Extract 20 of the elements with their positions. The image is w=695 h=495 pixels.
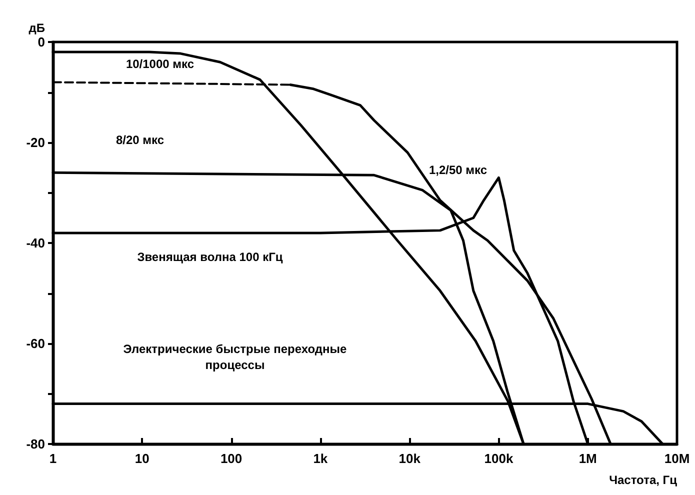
y-tick-label: -40 — [26, 236, 45, 250]
x-tick-label: 100 — [220, 451, 242, 466]
x-tick-label: 1M — [578, 451, 597, 466]
y-tick-label: -20 — [26, 135, 45, 150]
series-label: 1,2/50 мкс — [428, 163, 488, 177]
x-tick-label: 1k — [313, 451, 328, 466]
x-tick-label: 100k — [484, 451, 514, 466]
y-axis-title: дБ — [28, 21, 46, 35]
x-tick-label: 10 — [134, 451, 150, 466]
y-tick-label: -80 — [26, 436, 45, 452]
x-tick-label: 10k — [398, 451, 422, 466]
text: 8/20 мкс — [116, 133, 164, 147]
x-tick-label: 1 — [49, 451, 57, 466]
y-tick-label: -60 — [26, 336, 45, 351]
series-label: 10/1000 мкс — [126, 57, 194, 71]
x-axis-title: Частота, Гц — [609, 473, 678, 487]
text: Электрические быстрые переходные процессы — [123, 342, 348, 372]
x-tick-label: 10M — [664, 451, 690, 466]
y-tick-label: 0 — [38, 34, 45, 50]
series-label: Звенящая волна 100 кГц — [137, 250, 284, 264]
